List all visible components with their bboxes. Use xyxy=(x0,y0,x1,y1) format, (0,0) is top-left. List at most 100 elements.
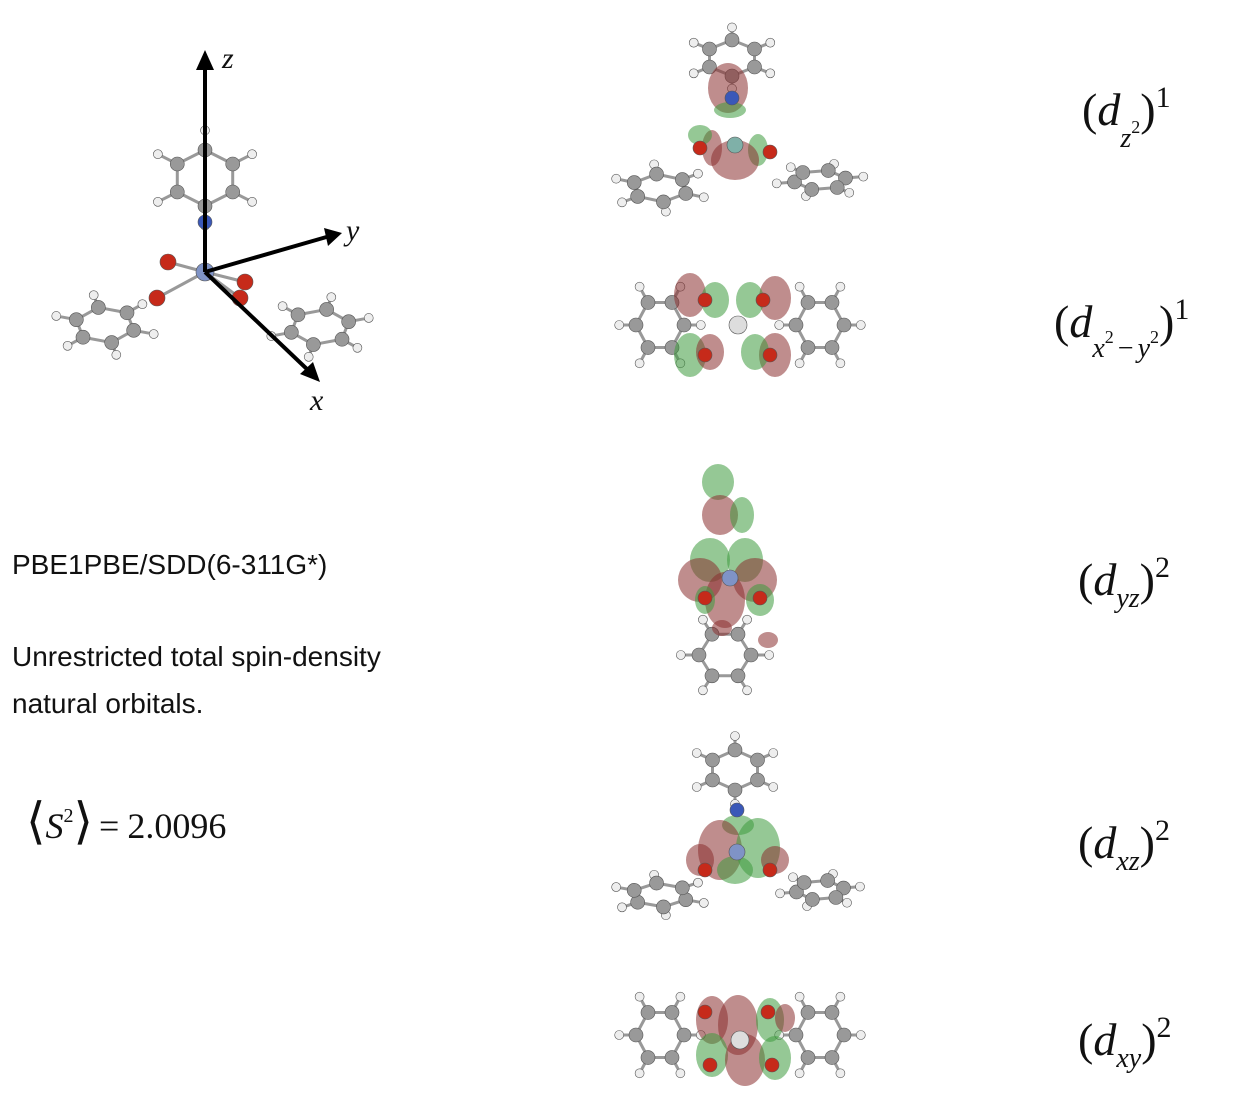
atom xyxy=(225,184,241,200)
atom xyxy=(634,991,645,1002)
atom xyxy=(750,752,765,768)
occupation: 2 xyxy=(1155,814,1170,847)
exponent: 2 xyxy=(1131,117,1140,137)
atom xyxy=(326,292,337,302)
atom xyxy=(705,772,720,788)
atom xyxy=(695,320,706,330)
exponent: 2 xyxy=(1150,327,1159,347)
atom xyxy=(755,292,771,308)
atom xyxy=(153,149,163,159)
atom xyxy=(752,590,768,606)
atom xyxy=(352,342,363,353)
atom xyxy=(835,281,846,292)
orbital-lobe xyxy=(714,102,746,118)
atom xyxy=(836,1027,852,1043)
atom xyxy=(699,192,709,203)
orbital-lobe xyxy=(775,1004,795,1032)
orbital-lobe xyxy=(759,276,791,320)
atom xyxy=(727,782,743,798)
atom xyxy=(62,340,73,351)
atom xyxy=(611,173,621,184)
atom xyxy=(858,171,869,182)
atom xyxy=(649,875,664,891)
atom xyxy=(775,888,785,899)
orbital-lobe xyxy=(717,856,753,884)
atom xyxy=(656,194,671,210)
atom xyxy=(805,892,820,907)
orbital-lobe xyxy=(711,140,759,180)
paren: ( xyxy=(1082,84,1097,135)
atom xyxy=(75,329,91,345)
atom xyxy=(702,1057,718,1073)
atom xyxy=(675,991,686,1002)
atom xyxy=(724,90,740,106)
atom xyxy=(705,752,720,768)
atom xyxy=(640,1005,656,1020)
atom xyxy=(691,782,702,792)
atom xyxy=(628,1027,644,1043)
orbital-lobe xyxy=(759,1036,791,1080)
atom xyxy=(702,41,717,57)
atom xyxy=(634,358,645,369)
atom xyxy=(699,898,709,908)
atom xyxy=(794,1068,805,1079)
atom xyxy=(768,782,779,792)
occupation: 2 xyxy=(1155,551,1170,584)
atom xyxy=(760,1004,776,1020)
equals: = xyxy=(99,806,119,846)
atom xyxy=(697,347,713,363)
atom xyxy=(800,1005,816,1020)
exponent: 2 xyxy=(64,805,74,827)
orbital-lobe xyxy=(701,282,729,318)
atom xyxy=(104,335,119,350)
atom xyxy=(634,1068,645,1079)
atom xyxy=(835,358,846,369)
axis-label: x xyxy=(309,384,324,417)
atom xyxy=(820,873,835,888)
atom xyxy=(341,314,356,329)
atom xyxy=(225,156,241,172)
orbital-label: (dx2− y2)1 xyxy=(1054,293,1189,364)
atom xyxy=(676,1027,692,1043)
atom xyxy=(747,41,762,57)
atom xyxy=(664,1050,680,1065)
atom xyxy=(727,742,743,758)
orbital-lobe xyxy=(674,273,706,317)
atom xyxy=(785,162,796,173)
atom xyxy=(704,668,720,684)
atom xyxy=(334,331,350,347)
atom xyxy=(617,902,627,913)
arrowhead xyxy=(300,362,320,382)
atom xyxy=(159,253,177,271)
atom xyxy=(169,184,185,200)
atom xyxy=(726,136,744,154)
orbital-lobe xyxy=(688,125,712,145)
paren: ) xyxy=(1140,817,1155,868)
atom xyxy=(692,140,708,156)
atom xyxy=(794,358,805,369)
description-line: Unrestricted total spin-density xyxy=(12,641,381,672)
atom xyxy=(750,772,765,788)
minus: − xyxy=(1118,333,1134,364)
atom xyxy=(640,1050,656,1065)
atom xyxy=(824,1050,840,1065)
atom xyxy=(774,320,785,330)
atom xyxy=(795,165,811,180)
atom xyxy=(51,311,62,321)
orbital-lobe xyxy=(712,620,732,636)
paren: ( xyxy=(1078,1014,1093,1065)
coordinate-axes xyxy=(196,50,342,382)
atom xyxy=(724,32,740,48)
y-axis xyxy=(204,234,331,274)
orbital-label: (dxy)2 xyxy=(1078,1011,1172,1074)
atom xyxy=(742,685,752,696)
atom xyxy=(303,352,314,362)
atom xyxy=(765,68,776,79)
atom xyxy=(236,273,254,291)
paren: ( xyxy=(1078,817,1093,868)
paren: ) xyxy=(1140,84,1155,135)
atom xyxy=(688,37,699,48)
atom xyxy=(824,340,840,355)
atom xyxy=(800,340,816,355)
